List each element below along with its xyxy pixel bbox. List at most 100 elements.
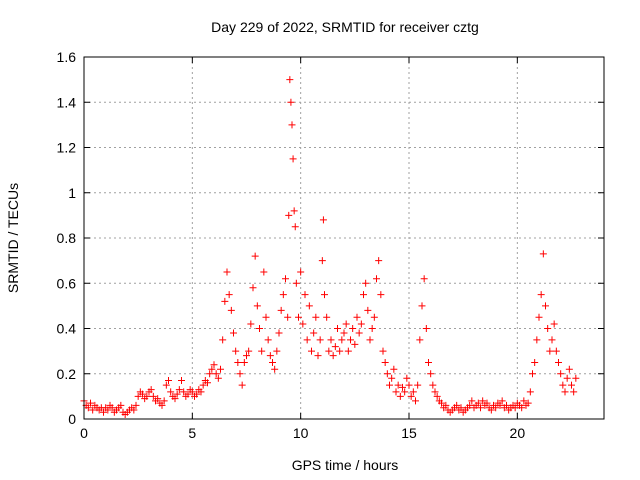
- data-point: [347, 336, 354, 344]
- data-point: [217, 365, 224, 373]
- data-point: [431, 388, 439, 396]
- data-point: [199, 381, 207, 389]
- data-point: [468, 397, 476, 405]
- data-point: [188, 388, 196, 396]
- data-point: [288, 121, 296, 129]
- data-point: [386, 381, 393, 389]
- data-point: [429, 381, 437, 389]
- data-point: [498, 397, 506, 405]
- data-point: [331, 343, 339, 351]
- data-point: [570, 388, 578, 396]
- data-point: [344, 347, 352, 355]
- data-point: [390, 365, 398, 373]
- data-point: [403, 374, 411, 382]
- y-tick-label: 1.6: [57, 49, 77, 65]
- data-point: [139, 390, 146, 398]
- data-point: [154, 395, 162, 403]
- x-tick-label: 5: [188, 425, 196, 441]
- data-point: [353, 313, 361, 321]
- data-point: [557, 370, 565, 378]
- y-tick-label: 0.6: [57, 275, 77, 291]
- data-point: [208, 365, 216, 373]
- data-point: [299, 320, 307, 328]
- data-point: [336, 347, 344, 355]
- data-point: [84, 404, 92, 412]
- data-point: [377, 291, 385, 299]
- data-point: [232, 347, 240, 355]
- data-point: [544, 325, 552, 332]
- data-point: [316, 336, 324, 344]
- x-axis-label: GPS time / hours: [292, 457, 399, 473]
- data-point: [210, 361, 218, 369]
- data-point: [260, 268, 268, 276]
- data-point: [483, 399, 491, 407]
- data-point: [219, 336, 227, 344]
- data-point: [535, 313, 543, 321]
- data-point: [370, 313, 378, 321]
- data-point: [130, 406, 138, 414]
- data-point: [433, 392, 441, 400]
- data-point: [249, 284, 257, 292]
- chart-title: Day 229 of 2022, SRMTID for receiver czt…: [211, 19, 479, 35]
- data-point: [312, 313, 320, 321]
- data-point: [388, 374, 396, 382]
- data-point: [269, 358, 276, 366]
- data-point: [256, 325, 263, 332]
- data-point: [416, 336, 424, 344]
- data-point: [251, 252, 259, 260]
- data-point: [364, 306, 372, 314]
- data-point: [227, 306, 235, 314]
- data-point: [379, 347, 387, 355]
- data-point: [184, 390, 192, 398]
- data-point: [303, 336, 311, 344]
- data-point: [572, 374, 580, 382]
- data-point: [453, 401, 461, 409]
- data-point: [351, 340, 359, 348]
- y-tick-label: 1.4: [57, 94, 77, 110]
- data-point: [132, 401, 140, 409]
- data-point: [291, 223, 299, 231]
- data-point: [286, 76, 294, 84]
- data-point: [526, 388, 534, 396]
- data-point: [275, 329, 283, 337]
- data-point: [236, 370, 244, 378]
- data-point: [492, 404, 500, 412]
- data-point: [496, 401, 504, 409]
- data-point: [487, 406, 495, 414]
- data-point: [518, 404, 526, 412]
- data-point: [334, 325, 341, 332]
- data-point: [197, 388, 205, 396]
- data-point: [321, 291, 328, 299]
- data-point: [349, 325, 357, 332]
- data-point: [427, 370, 435, 378]
- data-point: [340, 329, 348, 337]
- y-tick-label: 0: [68, 411, 76, 427]
- data-point: [546, 347, 554, 355]
- data-point: [529, 370, 536, 378]
- data-point: [160, 397, 168, 405]
- data-point: [178, 377, 185, 385]
- data-point: [171, 395, 179, 403]
- data-point: [289, 155, 297, 163]
- data-point: [418, 302, 426, 310]
- data-point: [147, 386, 155, 394]
- data-point: [247, 320, 255, 328]
- data-point: [533, 336, 541, 344]
- y-tick-label: 1.2: [57, 140, 77, 156]
- data-point: [262, 313, 270, 321]
- data-point: [318, 257, 326, 265]
- data-point: [394, 381, 402, 389]
- data-point: [366, 336, 374, 344]
- data-point: [271, 365, 279, 373]
- data-point: [438, 399, 445, 407]
- data-point: [539, 250, 547, 258]
- y-tick-label: 0.4: [57, 321, 77, 337]
- data-point: [329, 352, 337, 360]
- data-point: [180, 388, 188, 396]
- data-point: [273, 347, 281, 355]
- data-point: [342, 320, 350, 328]
- data-point: [542, 302, 549, 310]
- data-point: [552, 347, 560, 355]
- y-tick-label: 1: [68, 185, 76, 201]
